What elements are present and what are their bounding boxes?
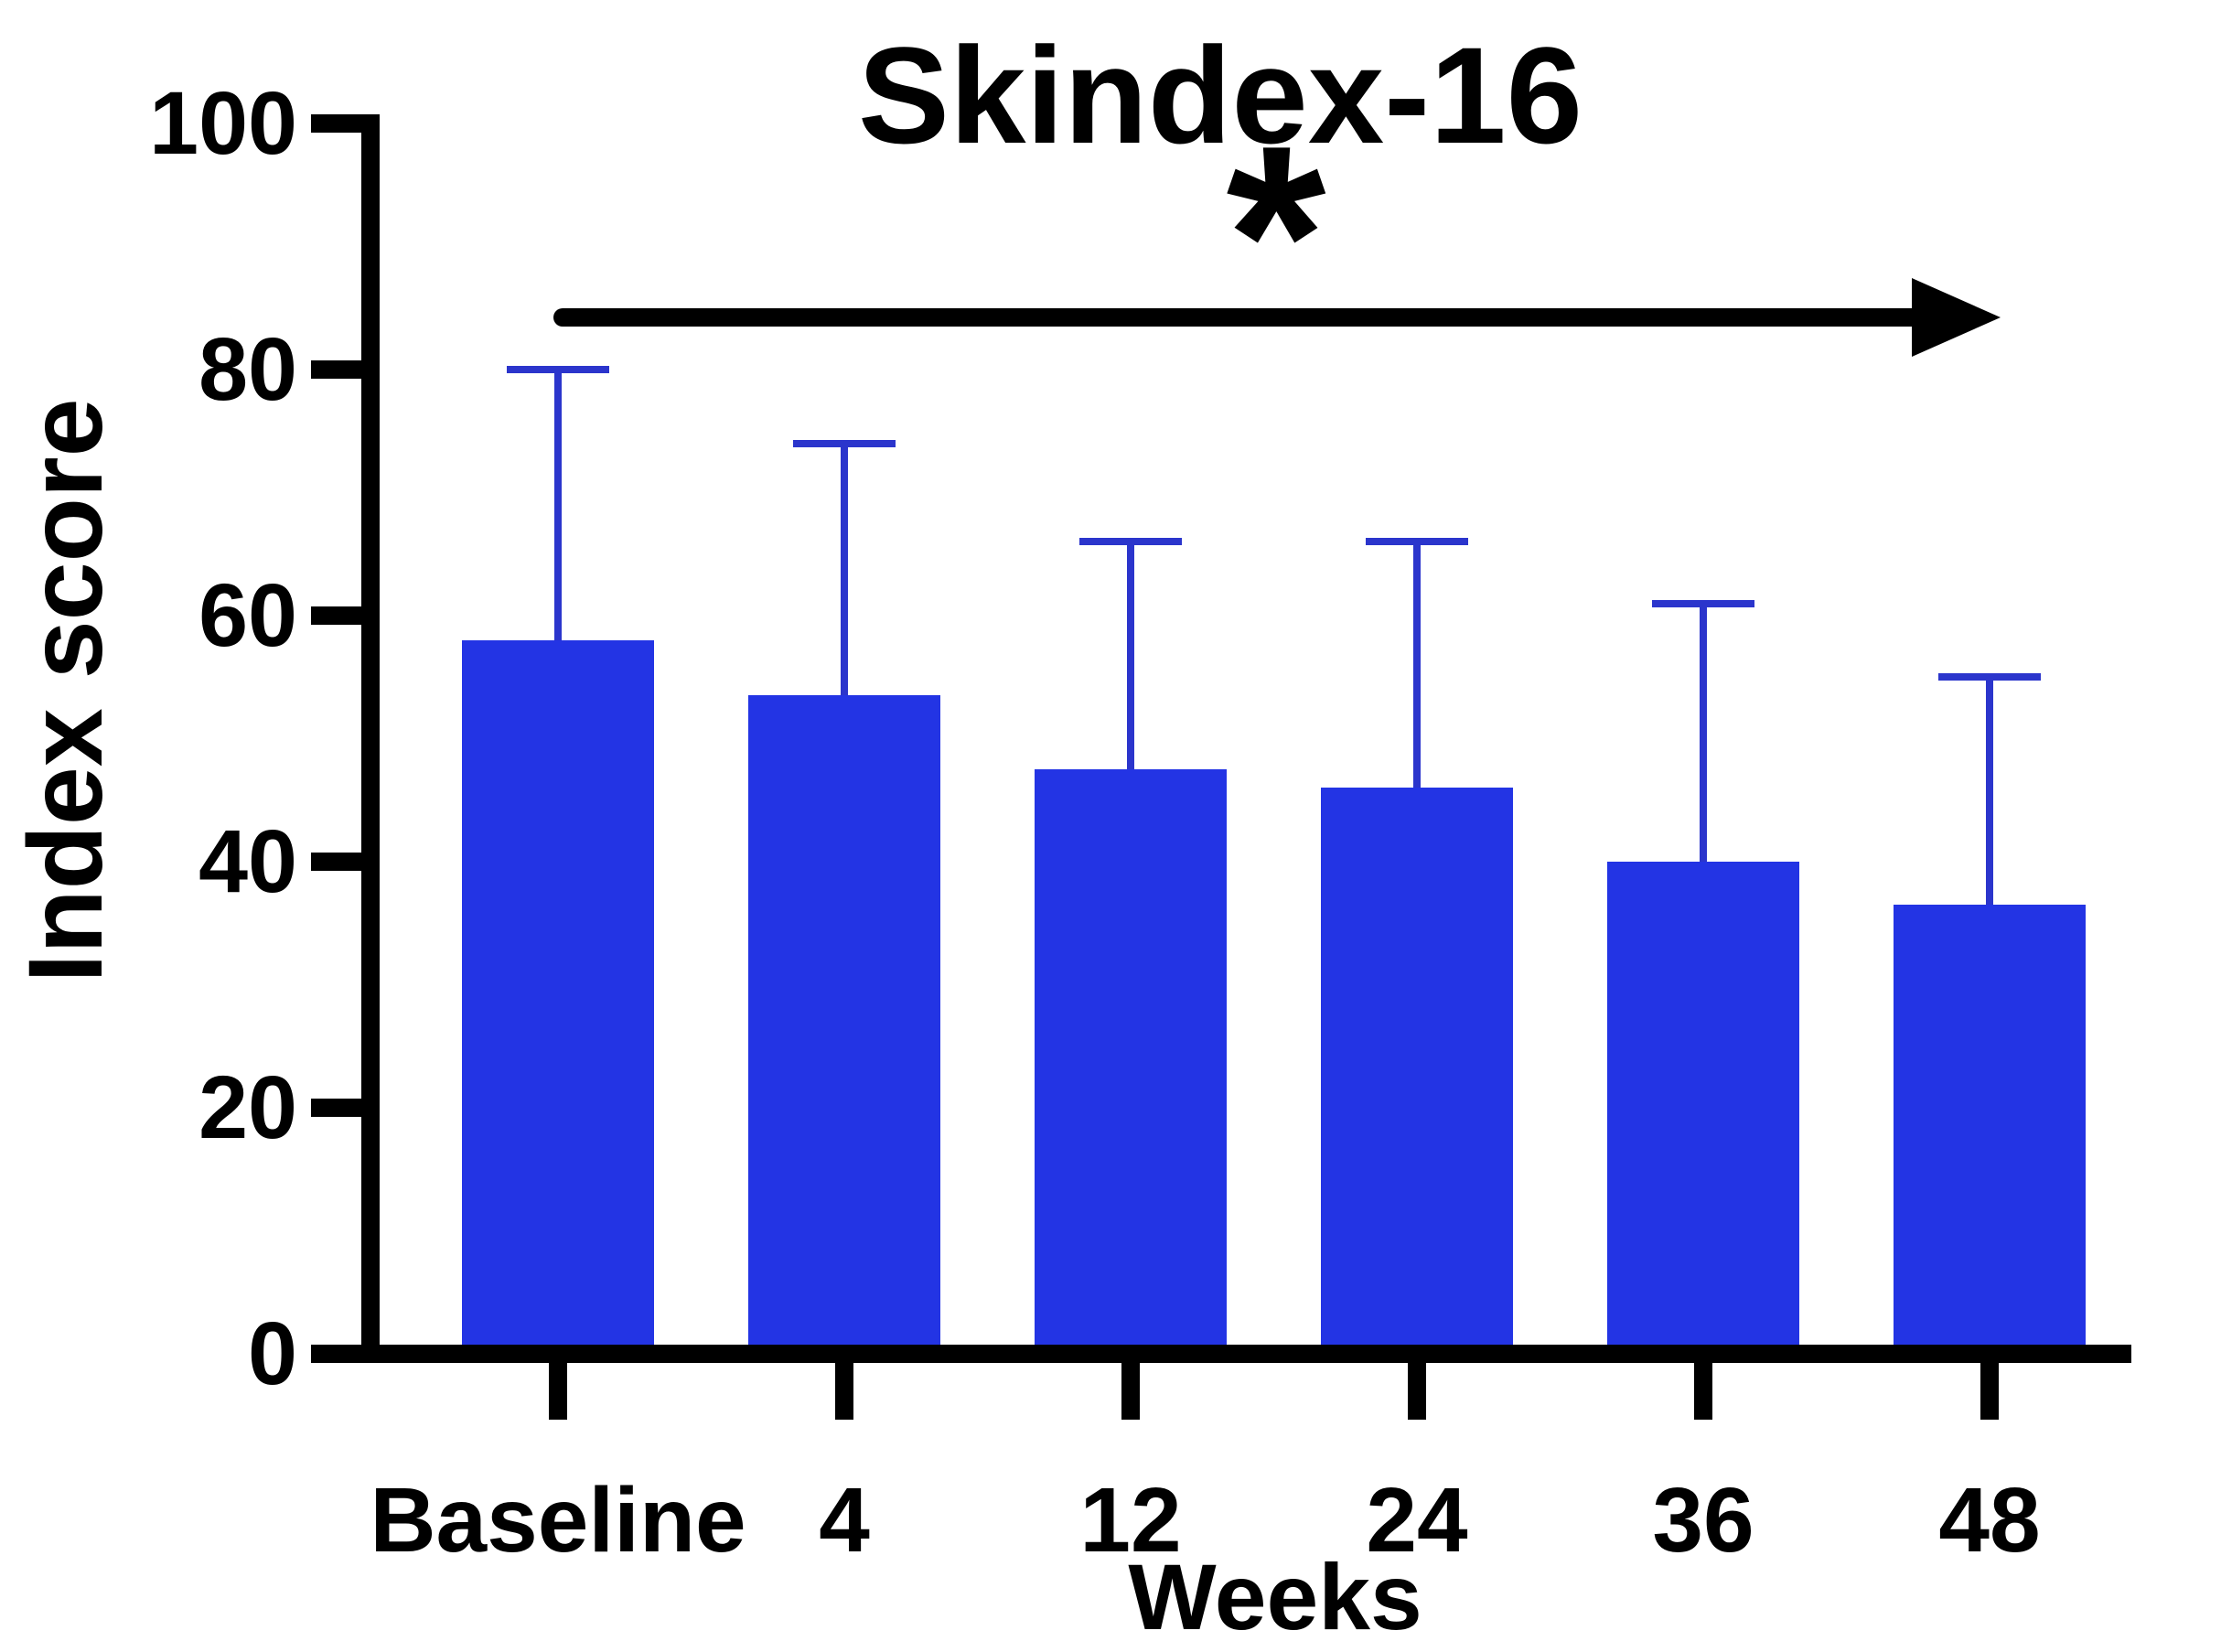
- error-bar-cap: [1652, 599, 1754, 607]
- x-tick-label: 48: [1938, 1469, 2041, 1572]
- y-tick-label: 40: [198, 811, 297, 911]
- y-tick-mark: [311, 853, 361, 871]
- x-axis-title: Weeks: [1128, 1545, 1422, 1649]
- x-tick-mark: [1408, 1363, 1426, 1420]
- y-tick-mark: [311, 606, 361, 625]
- error-bar-line: [1700, 603, 1707, 862]
- y-tick-label: 0: [248, 1303, 297, 1403]
- error-bar-cap: [793, 439, 896, 447]
- x-tick-mark: [1121, 1363, 1140, 1420]
- x-axis-line: [361, 1345, 2131, 1363]
- error-bar-cap: [1938, 673, 2041, 681]
- x-tick-mark: [1980, 1363, 1999, 1420]
- y-tick-label: 20: [198, 1057, 297, 1157]
- significance-arrow-shaft: [553, 308, 1918, 327]
- x-tick-mark: [1694, 1363, 1712, 1420]
- error-bar-line: [1413, 542, 1421, 788]
- y-axis-line: [361, 114, 380, 1363]
- y-tick-label: 80: [198, 319, 297, 419]
- error-bar-line: [841, 443, 848, 696]
- error-bar-line: [554, 370, 562, 640]
- bar-24: [1321, 788, 1513, 1354]
- bar-48: [1894, 905, 2086, 1354]
- error-bar-cap: [1079, 538, 1182, 546]
- error-bar-cap: [1366, 538, 1468, 546]
- bar-12: [1035, 769, 1227, 1354]
- bar-Baseline: [462, 639, 654, 1354]
- significance-arrow-head-icon: [1912, 278, 2001, 357]
- bar-4: [748, 695, 940, 1354]
- y-tick-mark: [311, 1099, 361, 1117]
- x-tick-label: 36: [1652, 1469, 1754, 1572]
- chart-title: Skindex-16: [857, 18, 1583, 172]
- error-bar-cap: [507, 366, 609, 373]
- y-tick-mark: [311, 360, 361, 379]
- error-bar-line: [1127, 542, 1134, 770]
- x-tick-mark: [549, 1363, 567, 1420]
- y-tick-label: 60: [198, 565, 297, 665]
- x-tick-label: 24: [1366, 1469, 1468, 1572]
- x-tick-mark: [835, 1363, 853, 1420]
- y-tick-mark: [311, 1345, 361, 1363]
- y-tick-mark: [311, 114, 361, 133]
- bar-36: [1607, 862, 1799, 1354]
- x-tick-label: Baseline: [370, 1469, 746, 1572]
- error-bar-line: [1986, 677, 1993, 906]
- y-tick-label: 100: [149, 73, 297, 173]
- x-tick-label: 4: [819, 1469, 870, 1572]
- x-tick-label: 12: [1079, 1469, 1182, 1572]
